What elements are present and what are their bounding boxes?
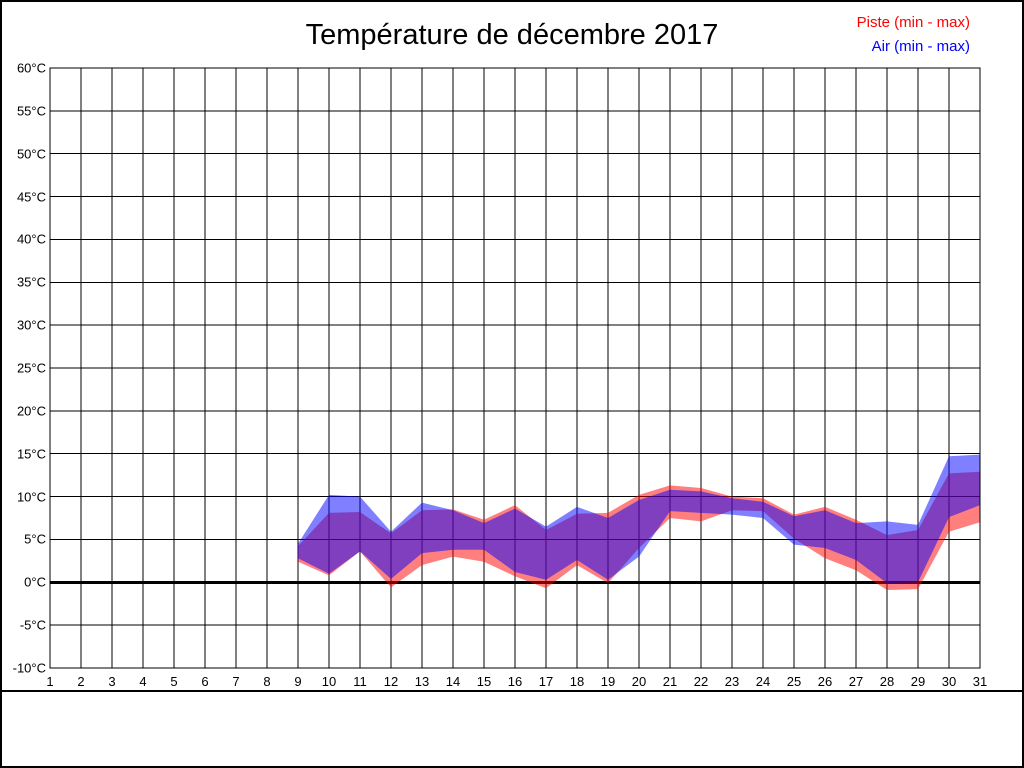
x-tick-label: 29 [910, 674, 926, 689]
y-tick-label: 45°C [16, 189, 46, 205]
x-tick-label: 16 [507, 674, 523, 689]
x-tick-label: 28 [879, 674, 895, 689]
x-tick-label: 22 [693, 674, 709, 689]
x-tick-label: 2 [77, 674, 85, 689]
y-tick-label: 55°C [16, 103, 46, 119]
x-tick-label: 15 [476, 674, 492, 689]
chart-title: Température de décembre 2017 [305, 19, 719, 51]
x-tick-label: 21 [662, 674, 678, 689]
y-tick-label: -10°C [12, 660, 46, 676]
y-tick-label: 5°C [24, 531, 46, 547]
y-tick-label: 10°C [16, 489, 46, 505]
legend-item-air: Air (min - max) [871, 38, 970, 55]
legend-item-piste: Piste (min - max) [856, 14, 970, 31]
x-tick-label: 19 [600, 674, 616, 689]
panel-divider [2, 690, 1022, 692]
x-tick-label: 31 [972, 674, 988, 689]
x-tick-label: 8 [263, 674, 271, 689]
legend: Piste (min - max) Air (min - max) [857, 11, 970, 59]
x-tick-label: 1 [46, 674, 54, 689]
y-tick-label: 60°C [16, 60, 46, 76]
x-tick-label: 6 [201, 674, 209, 689]
y-tick-label: 25°C [16, 360, 46, 376]
x-tick-label: 7 [232, 674, 240, 689]
x-tick-label: 13 [414, 674, 430, 689]
x-tick-label: 24 [755, 674, 771, 689]
y-tick-label: -5°C [19, 617, 46, 633]
x-tick-label: 5 [170, 674, 178, 689]
x-tick-label: 26 [817, 674, 833, 689]
x-tick-label: 9 [294, 674, 302, 689]
y-tick-label: 50°C [16, 146, 46, 162]
x-tick-label: 30 [941, 674, 957, 689]
y-tick-label: 35°C [16, 274, 46, 290]
x-tick-label: 17 [538, 674, 554, 689]
x-tick-label: 4 [139, 674, 147, 689]
y-tick-label: 20°C [16, 403, 46, 419]
x-tick-label: 12 [383, 674, 399, 689]
plot-border [49, 67, 981, 669]
x-tick-label: 10 [321, 674, 337, 689]
band-air [298, 454, 980, 584]
y-tick-label: 40°C [16, 231, 46, 247]
x-tick-label: 11 [353, 674, 367, 689]
x-tick-label: 3 [108, 674, 116, 689]
y-tick-label: 15°C [16, 446, 46, 462]
x-tick-label: 25 [786, 674, 802, 689]
x-tick-label: 27 [848, 674, 864, 689]
y-tick-label: 30°C [16, 317, 46, 333]
x-tick-label: 20 [631, 674, 647, 689]
x-tick-label: 14 [445, 674, 461, 689]
y-tick-label: 0°C [24, 574, 46, 590]
x-tick-label: 18 [569, 674, 585, 689]
x-tick-label: 23 [724, 674, 740, 689]
